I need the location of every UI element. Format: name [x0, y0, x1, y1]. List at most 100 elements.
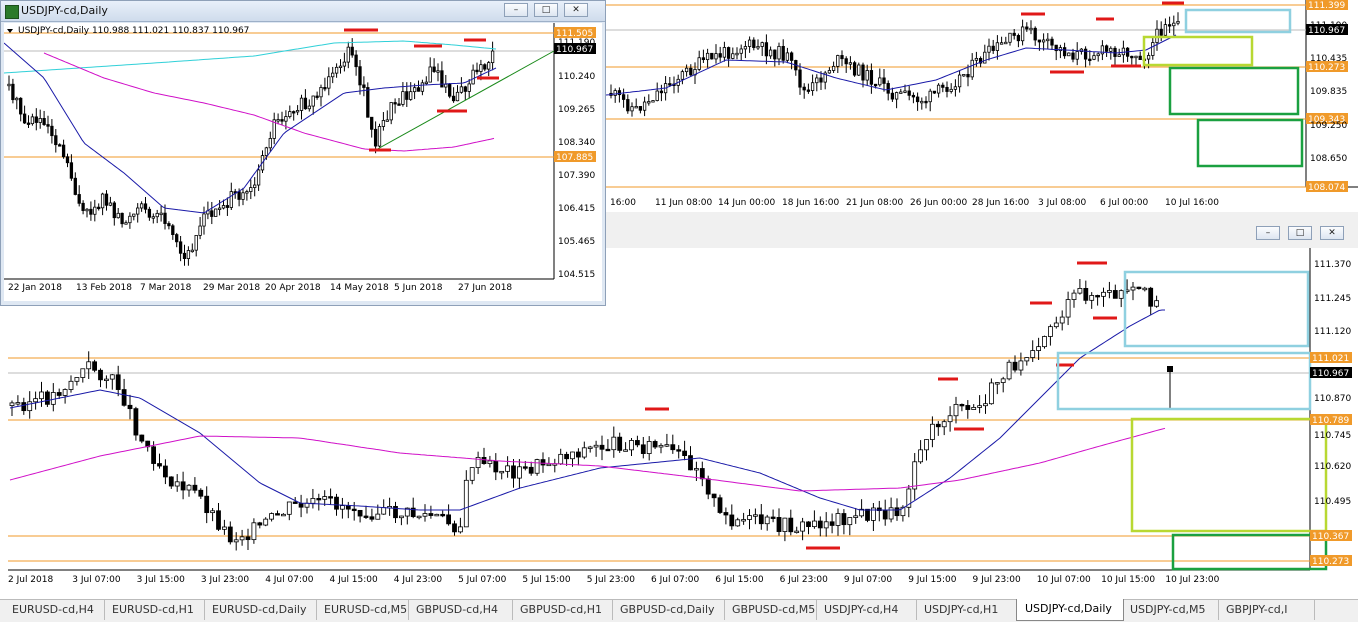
bottom-candle: [1101, 291, 1106, 297]
bottom-candle: [882, 510, 888, 520]
daily-candle: [225, 205, 230, 208]
top-candle: [810, 82, 815, 91]
tab-gbpusd-cd-m5[interactable]: GBPUSD-cd,M5: [724, 600, 817, 620]
tab-gbpusd-cd-daily[interactable]: GBPUSD-cd,Daily: [612, 600, 725, 620]
top-tag-bg: [1306, 61, 1348, 72]
daily-chart-window[interactable]: USDJPY-cd,Daily – □ ✕ USDJPY-cd,Daily 11…: [0, 0, 606, 306]
bottom-candle: [617, 436, 623, 451]
daily-candle: [61, 144, 66, 158]
daily-chart-canvas[interactable]: USDJPY-cd,Daily 110.988 111.021 110.837 …: [4, 23, 602, 301]
daily-candle: [424, 81, 428, 85]
close-button[interactable]: ✕: [1320, 226, 1344, 240]
bottom-candle: [989, 382, 994, 405]
top-candle: [1037, 39, 1042, 43]
top-candle: [718, 53, 722, 58]
top-candle: [831, 65, 836, 71]
top-chart-canvas[interactable]: 111.399111.190110.967110.435110.273109.8…: [606, 0, 1358, 212]
top-candle: [878, 77, 882, 86]
bottom-candle: [369, 516, 375, 520]
bottom-candle: [345, 505, 351, 510]
daily-candle: [253, 184, 257, 188]
tab-eurusd-cd-h4[interactable]: EURUSD-cd,H4: [4, 600, 105, 620]
bottom-price-label: 110.495: [1314, 497, 1351, 507]
bottom-candle: [375, 513, 381, 520]
tab-usdjpy-cd-h4[interactable]: USDJPY-cd,H4: [816, 600, 917, 620]
top-candle: [852, 62, 857, 76]
bottom-candle: [935, 423, 941, 428]
daily-price-label: 110.240: [558, 72, 595, 82]
bottom-candle: [794, 530, 800, 534]
daily-candle: [385, 119, 389, 122]
bottom-candle: [1077, 288, 1083, 294]
bottom-candle: [428, 513, 434, 516]
daily-maximize-button[interactable]: □: [534, 3, 558, 17]
daily-close-button[interactable]: ✕: [564, 3, 588, 17]
daily-candle: [190, 249, 194, 253]
tab-gbpusd-cd-h4[interactable]: GBPUSD-cd,H4: [408, 600, 513, 620]
bottom-candle: [918, 449, 923, 463]
bottom-candle: [210, 510, 216, 514]
daily-candle: [490, 50, 495, 64]
top-price-label: 108.650: [1310, 154, 1347, 164]
bottom-candle: [1118, 290, 1124, 299]
tab-eurusd-cd-daily[interactable]: EURUSD-cd,Daily: [204, 600, 317, 620]
minimize-button[interactable]: –: [1256, 226, 1280, 240]
top-candle: [689, 67, 693, 76]
daily-time-label: 13 Feb 2018: [76, 283, 132, 293]
bottom-candle: [788, 517, 794, 533]
top-candle: [869, 70, 874, 85]
daily-candle: [143, 203, 148, 210]
bottom-time-label: 9 Jul 07:00: [844, 575, 893, 585]
bottom-candle: [86, 361, 92, 370]
tab-gbpusd-cd-h1[interactable]: GBPUSD-cd,H1: [512, 600, 613, 620]
maximize-button[interactable]: □: [1288, 226, 1312, 240]
bottom-candle: [1030, 350, 1036, 358]
bottom-candle: [900, 506, 906, 517]
minimize-icon: –: [1265, 228, 1271, 238]
daily-candle: [256, 169, 261, 186]
daily-candle: [42, 118, 46, 125]
bottom-candle: [635, 440, 640, 446]
top-chart-window[interactable]: 111.399111.190110.967110.435110.273109.8…: [606, 0, 1358, 212]
tab-eurusd-cd-m5[interactable]: EURUSD-cd,M5: [316, 600, 409, 620]
top-candle: [773, 49, 777, 60]
daily-candle: [448, 83, 452, 97]
close-icon: ✕: [1328, 228, 1336, 238]
top-candle: [630, 106, 634, 112]
daily-candle: [202, 213, 206, 227]
tab-usdjpy-cd-daily[interactable]: USDJPY-cd,Daily: [1016, 599, 1124, 621]
bottom-candle: [457, 526, 463, 533]
bottom-candle: [564, 453, 569, 460]
bottom-chart-window[interactable]: – □ ✕ 111.370 111.245 111.120 111.021 110.96…: [0, 222, 1358, 600]
daily-candle: [272, 119, 276, 139]
daily-price-label: 108.340: [558, 138, 595, 148]
bottom-candle: [452, 523, 457, 533]
top-candle: [1075, 51, 1079, 60]
bottom-candle: [947, 415, 953, 423]
bottom-candle: [670, 444, 676, 451]
bottom-chart-canvas[interactable]: 111.370 111.245 111.120 111.021 110.967 110.8…: [0, 248, 1358, 600]
bottom-candle: [469, 467, 475, 481]
tab-usdjpy-cd-m5[interactable]: USDJPY-cd,M5: [1122, 600, 1219, 620]
bottom-time-label: 5 Jul 23:00: [587, 575, 636, 585]
tab-gbpjpy-cd-i[interactable]: GBPJPY-cd,I: [1218, 600, 1315, 620]
daily-candle: [11, 83, 15, 101]
daily-candle: [428, 66, 432, 83]
daily-time-label: 29 Mar 2018: [203, 283, 260, 293]
bottom-price-tag: 110.273: [1312, 557, 1349, 567]
bottom-candle: [806, 521, 811, 528]
daily-window-titlebar[interactable]: USDJPY-cd,Daily – □ ✕: [1, 1, 605, 22]
top-candle: [722, 47, 727, 58]
bottom-price-label: 110.870: [1314, 394, 1351, 404]
bottom-candle: [1006, 361, 1012, 380]
daily-candle: [338, 65, 343, 68]
bottom-candle: [776, 517, 782, 532]
top-candle: [932, 90, 937, 94]
daily-candle: [136, 207, 140, 215]
daily-minimize-button[interactable]: –: [504, 3, 528, 17]
bottom-candle: [1024, 357, 1030, 362]
tab-eurusd-cd-h1[interactable]: EURUSD-cd,H1: [104, 600, 205, 620]
top-candle: [747, 39, 752, 47]
tab-usdjpy-cd-h1[interactable]: USDJPY-cd,H1: [916, 600, 1017, 620]
daily-candle: [139, 203, 144, 209]
